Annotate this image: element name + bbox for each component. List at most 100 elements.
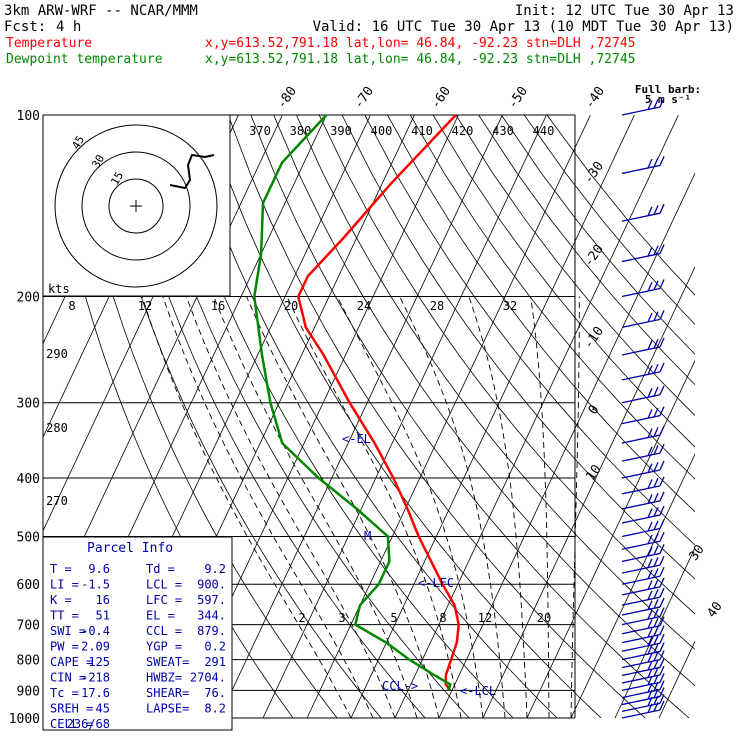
parcel-value: -218	[81, 671, 110, 685]
pressure-tick-label: 300	[17, 397, 40, 412]
parcel-value: 597.	[197, 593, 226, 607]
moist-adiabat-line	[469, 297, 527, 719]
mixing-ratio-label: 3	[338, 611, 345, 625]
temp-tick-label: -70	[351, 84, 377, 112]
pressure-tick-label: 600	[17, 578, 40, 593]
parcel-value: 45	[96, 702, 110, 716]
parcel-value: 125	[88, 655, 110, 669]
dry-adiabat-line	[274, 115, 740, 731]
wind-barb	[622, 567, 664, 584]
parcel-value: 2.09	[81, 640, 110, 654]
parcel-value: Td =	[146, 562, 175, 576]
theta-label: 270	[46, 494, 68, 508]
theta-e-label: 40	[704, 599, 725, 620]
dry-adiabat-line	[228, 115, 659, 731]
temperature-legend-info: x,y=613.52,791.18 lat,lon= 46.84, -92.23…	[205, 36, 635, 51]
pressure-tick-label: 500	[17, 530, 40, 545]
fcst-value: 4 h	[56, 19, 81, 35]
parcel-value: LI =	[50, 578, 79, 592]
wind-barb	[622, 204, 664, 221]
parcel-value: HWBZ=	[146, 671, 182, 685]
moist-adiabat-line	[337, 297, 483, 719]
theta-label: 440	[533, 124, 555, 138]
pressure-tick-label: 700	[17, 619, 40, 634]
dry-adiabat-line	[205, 115, 615, 731]
pressure-tick-label: 200	[17, 291, 40, 306]
pressure-tick-label: 400	[17, 472, 40, 487]
parcel-value: PW =	[50, 640, 79, 654]
parcel-value: 291	[204, 655, 226, 669]
temp-tick-label: -60	[428, 84, 454, 112]
theta-label: 430	[492, 124, 514, 138]
isotherm-line	[615, 115, 740, 718]
wind-barb	[622, 626, 664, 643]
moist-adiabat-line	[287, 297, 461, 719]
model-title: 3km ARW-WRF -- NCAR/MMM	[4, 3, 198, 19]
dewpoint-legend: Dewpoint temperature	[6, 52, 163, 67]
parcel-title: Parcel Info	[87, 541, 173, 556]
parcel-value: EL =	[146, 609, 175, 623]
mixing-ratio-label: 12	[138, 299, 152, 313]
parcel-value: 879.	[197, 624, 226, 638]
theta-label: 390	[330, 124, 352, 138]
parcel-value: 9.6	[88, 562, 110, 576]
lcl-marker: <-LCL	[460, 684, 496, 698]
mixing-ratio-label: 8	[439, 611, 446, 625]
wind-key-line2: 5 m s⁻¹	[645, 93, 691, 106]
parcel-value: CCL =	[146, 624, 182, 638]
parcel-value: LAPSE=	[146, 702, 189, 716]
parcel-value: SREH =	[50, 702, 93, 716]
parcel-value: 2704.	[190, 671, 226, 685]
isotherm-line	[395, 115, 678, 718]
dry-adiabat-line	[319, 115, 740, 731]
parcel-value: 900.	[197, 578, 226, 592]
parcel-value: 8.2	[204, 702, 226, 716]
parcel-value: SHEAR=	[146, 686, 189, 700]
el-marker: <-EL	[342, 432, 371, 446]
pressure-tick-label: 100	[17, 109, 40, 124]
wind-barb	[622, 506, 664, 523]
theta-label: 420	[452, 124, 474, 138]
isotherm-line	[527, 115, 740, 718]
mixing-ratio-label: 5	[390, 611, 397, 625]
dry-adiabat-line	[456, 115, 740, 731]
hodograph-units: kts	[48, 282, 70, 296]
theta-e-label: 30	[686, 542, 707, 563]
mixing-ratio-label: 12	[478, 611, 492, 625]
mixing-ratio-label: 8	[68, 299, 75, 313]
parcel-value: 51	[96, 609, 110, 623]
dry-adiabat-line	[501, 115, 740, 731]
pressure-tick-label: 900	[17, 684, 40, 699]
temperature-legend: Temperature	[6, 36, 92, 51]
isotherm-line	[483, 115, 740, 718]
dry-adiabat-line	[524, 115, 740, 731]
parcel-value: 76.	[204, 686, 226, 700]
parcel-value: -0.4	[81, 624, 110, 638]
parcel-value: 17.6	[81, 686, 110, 700]
parcel-value: CAPE =	[50, 655, 93, 669]
valid-time: Valid: 16 UTC Tue 30 Apr 13 (10 MDT Tue …	[313, 19, 734, 35]
mixing-ratio-label: 28	[430, 299, 444, 313]
temp-tick-label: -40	[582, 84, 608, 112]
temp-tick-label: -30	[581, 159, 607, 187]
dewpoint-legend-info: x,y=613.52,791.18 lat,lon= 46.84, -92.23…	[205, 52, 635, 67]
mixing-ratio-label: 24	[357, 299, 371, 313]
temp-tick-label: -50	[505, 84, 531, 112]
theta-label: 410	[411, 124, 433, 138]
isotherm-line	[439, 115, 722, 718]
moist-adiabat-line	[214, 297, 417, 719]
parcel-value: YGP =	[146, 640, 182, 654]
moist-adiabat-line	[531, 297, 549, 719]
mixing-ratio-label: 20	[284, 299, 298, 313]
wind-barb	[622, 156, 664, 173]
parcel-value: SWEAT=	[146, 655, 189, 669]
parcel-value: Tc =	[50, 686, 79, 700]
parcel-value: 0.2	[204, 640, 226, 654]
pressure-tick-label: 800	[17, 654, 40, 669]
parcel-m-marker: M	[364, 529, 371, 543]
moist-adiabat-line	[247, 297, 440, 719]
